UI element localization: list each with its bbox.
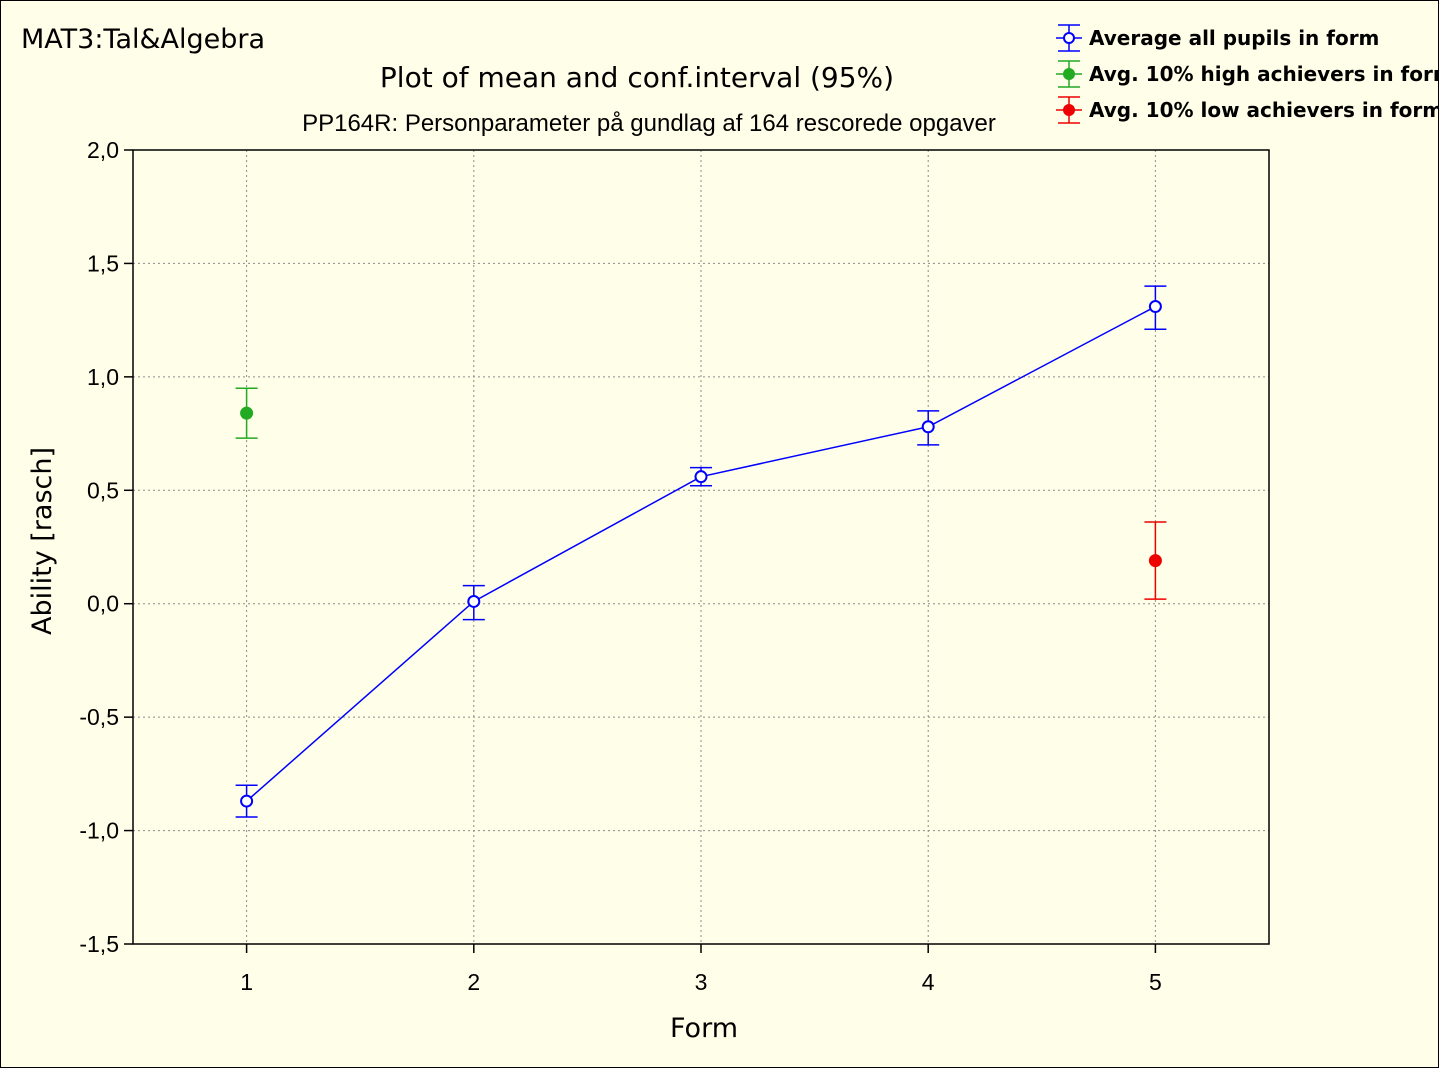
legend-marker-icon — [1063, 104, 1075, 116]
legend-entry-3: Avg. 10% low achievers in form — [1056, 96, 1439, 124]
legend-entry-1: Average all pupils in form — [1056, 24, 1379, 52]
data-point — [921, 420, 935, 434]
x-tick-label: 2 — [467, 969, 480, 995]
y-axis-label: Ability [rasch] — [27, 447, 58, 635]
grid-lines — [133, 150, 1269, 944]
y-tick-label: -1,0 — [79, 818, 119, 844]
x-tick-label: 1 — [240, 969, 253, 995]
y-tick-label: 2,0 — [87, 137, 119, 163]
series-3 — [1144, 521, 1167, 600]
x-axis-label: Form — [670, 1013, 738, 1044]
y-axis: -1,5 -1,0 -0,5 0,0 0,5 1,0 1,5 2,0 — [79, 137, 133, 957]
data-point — [694, 470, 708, 484]
legend-marker-icon — [1063, 68, 1075, 80]
y-tick-label: -0,5 — [79, 704, 119, 730]
data-point — [467, 594, 481, 608]
series-1 — [235, 285, 1167, 818]
y-tick-label: -1,5 — [79, 931, 119, 957]
x-tick-label: 5 — [1149, 969, 1162, 995]
legend: Average all pupils in form Avg. 10% high … — [1056, 24, 1439, 124]
data-point — [1148, 300, 1162, 314]
y-tick-label: 0,0 — [87, 591, 119, 617]
chart-subtitle: PP164R: Personparameter på gundlag af 16… — [302, 110, 996, 137]
legend-entry-2: Avg. 10% high achievers in form — [1056, 60, 1439, 88]
x-tick-label: 3 — [695, 969, 708, 995]
legend-label: Average all pupils in form — [1089, 26, 1379, 50]
data-point — [240, 794, 254, 808]
legend-label: Avg. 10% low achievers in form — [1089, 98, 1439, 122]
legend-label: Avg. 10% high achievers in form — [1089, 62, 1439, 86]
x-axis: 1 2 3 4 5 — [240, 944, 1162, 995]
y-tick-label: 0,5 — [87, 477, 119, 503]
data-point — [240, 406, 254, 420]
chart-title: Plot of mean and conf.interval (95%) — [380, 61, 894, 94]
legend-marker-icon — [1063, 32, 1075, 44]
data-point — [1148, 554, 1162, 568]
y-tick-label: 1,0 — [87, 364, 119, 390]
series-2 — [235, 387, 258, 439]
y-tick-label: 1,5 — [87, 250, 119, 276]
x-tick-label: 4 — [922, 969, 935, 995]
corner-title: MAT3:Tal&Algebra — [21, 24, 265, 55]
series-layer — [235, 285, 1167, 818]
